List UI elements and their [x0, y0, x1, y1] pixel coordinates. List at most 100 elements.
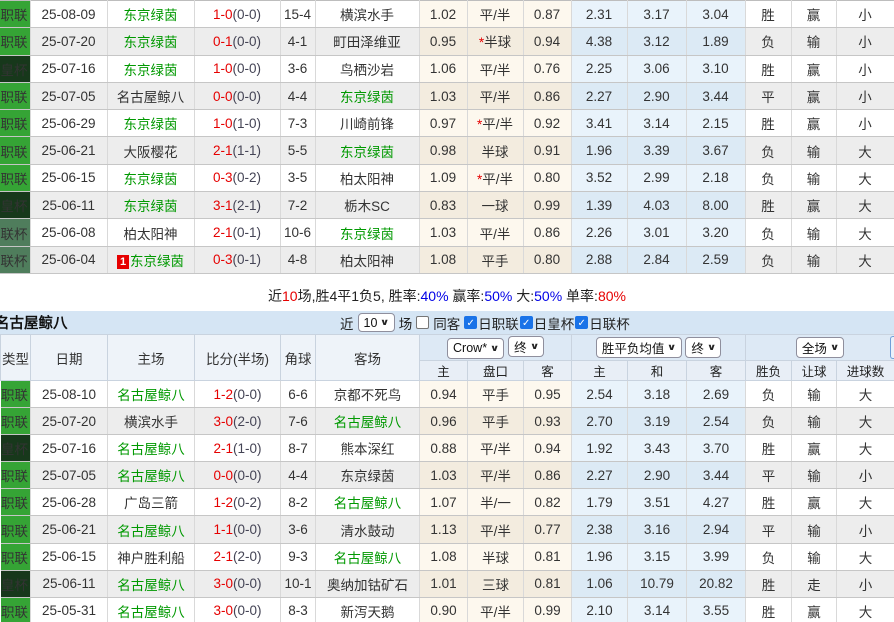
league-type-badge: 日职联	[0, 543, 31, 571]
away-team[interactable]: 东京绿茵	[315, 461, 420, 490]
summary-segment: 场,胜4平1负5, 胜率:	[297, 288, 421, 304]
summary-segment: 大:	[512, 288, 535, 304]
euro-home-odds: 2.38	[571, 515, 629, 544]
away-team[interactable]: 新泻天鹅	[315, 597, 420, 622]
euro-away-odds: 4.27	[686, 488, 747, 517]
league-type-badge: 日联杯	[0, 246, 31, 274]
team2-name: 名古屋鲸八	[0, 316, 68, 332]
chevron-down-icon: ∨	[667, 342, 677, 352]
home-team[interactable]: 广岛三箭	[107, 488, 195, 517]
result-handicap: 赢	[791, 109, 837, 138]
asian-final-select[interactable]: 终 ∨	[508, 336, 544, 358]
away-team[interactable]: 横滨水手	[315, 0, 420, 29]
euro-avg-select[interactable]: 胜平负均值 ∨	[595, 337, 682, 358]
asian-away-odds: 0.95	[523, 380, 573, 409]
euro-draw-odds: 3.39	[627, 136, 687, 165]
result-handicap: 赢	[791, 55, 837, 83]
euro-home-odds: 2.70	[571, 407, 629, 436]
euro-final-select[interactable]: 终 ∨	[685, 337, 722, 358]
away-team[interactable]: 熊本深红	[315, 434, 420, 463]
league-checkbox[interactable]: ✓	[575, 316, 589, 329]
home-team[interactable]: 东京绿茵	[107, 55, 195, 83]
score: 0-0(0-0)	[194, 82, 281, 111]
summary-segment: 10	[282, 288, 298, 304]
score: 3-0(0-0)	[194, 570, 281, 598]
euro-away-odds: 3.44	[686, 82, 746, 111]
away-team[interactable]: 名古屋鲸八	[315, 407, 420, 436]
result-goals: 大	[836, 136, 894, 165]
home-team[interactable]: 东京绿茵	[107, 27, 195, 56]
league-checkbox[interactable]: ✓	[464, 316, 478, 329]
corner-score: 4-8	[280, 246, 316, 274]
scope-select[interactable]: 全场 ∨	[795, 337, 845, 358]
result-goals: 大	[836, 543, 894, 571]
home-team[interactable]: 柏太阳神	[107, 218, 195, 247]
result-wdl: 平	[745, 461, 793, 490]
home-team[interactable]: 名古屋鲸八	[107, 570, 195, 598]
euro-home-odds: 2.25	[571, 55, 628, 83]
asian-handicap: 平手	[467, 246, 524, 274]
score: 1-1(0-0)	[194, 515, 281, 544]
home-team[interactable]: 大阪樱花	[107, 136, 195, 165]
league-filter: ✓ 日联杯	[575, 313, 630, 333]
away-team[interactable]: 京都不死鸟	[315, 380, 420, 409]
euro-away-odds: 3.10	[686, 55, 746, 83]
home-team[interactable]: 东京绿茵	[107, 191, 195, 220]
result-handicap: 赢	[791, 434, 838, 463]
away-team[interactable]: 东京绿茵	[315, 136, 420, 165]
match-row: 日职联25-06-15东京绿茵0-3(0-2)3-5柏太阳神1.09*平/半0.…	[0, 164, 894, 193]
away-team[interactable]: 柏太阳神	[315, 246, 420, 274]
score: 1-0(1-0)	[194, 109, 281, 138]
home-team[interactable]: 东京绿茵	[107, 164, 195, 193]
away-team[interactable]: 奥纳加钴矿石	[315, 570, 420, 598]
home-team[interactable]: 1 东京绿茵	[107, 246, 195, 274]
home-team[interactable]: 名古屋鲸八	[107, 461, 195, 490]
away-team[interactable]: 町田泽维亚	[315, 27, 420, 56]
league-checkbox[interactable]: ✓	[519, 316, 533, 329]
match-row: 日职联25-06-29东京绿茵1-0(1-0)7-3川崎前锋0.97*平/半0.…	[0, 109, 894, 138]
same-opponent-checkbox[interactable]	[416, 316, 430, 329]
away-team[interactable]: 清水鼓动	[315, 515, 420, 544]
home-team[interactable]: 东京绿茵	[107, 109, 195, 138]
home-team[interactable]: 东京绿茵	[107, 0, 195, 29]
euro-away-odds: 3.04	[686, 0, 746, 29]
home-team[interactable]: 名古屋鲸八	[107, 82, 195, 111]
home-team[interactable]: 名古屋鲸八	[107, 380, 195, 409]
away-team[interactable]: 名古屋鲸八	[315, 488, 420, 517]
corner-score: 8-3	[280, 597, 316, 622]
league-type-badge: 日职联	[0, 407, 31, 436]
result-goals: 小	[836, 55, 894, 83]
asian-away-odds: 0.81	[523, 543, 573, 571]
corner-score: 3-6	[280, 515, 316, 544]
home-team[interactable]: 神户胜利船	[107, 543, 195, 571]
away-team[interactable]: 川崎前锋	[315, 109, 420, 138]
asian-handicap: 平/半	[467, 515, 524, 544]
away-team[interactable]: 东京绿茵	[315, 82, 420, 111]
asian-home-odds: 0.98	[419, 136, 468, 165]
match-date: 25-06-11	[30, 570, 108, 598]
away-team[interactable]: 栃木SC	[315, 191, 420, 220]
euro-away-odds: 20.82	[686, 570, 747, 598]
asian-home-odds: 1.02	[419, 0, 468, 29]
bookmaker-select[interactable]: Crow* ∨	[447, 337, 505, 359]
home-team[interactable]: 名古屋鲸八	[107, 515, 195, 544]
league-type-badge: 日职联	[0, 597, 31, 622]
away-team[interactable]: 鸟栖沙岩	[315, 55, 420, 83]
euro-away-odds: 3.70	[686, 434, 747, 463]
euro-away-odds: 1.89	[686, 27, 746, 56]
away-team[interactable]: 名古屋鲸八	[315, 543, 420, 571]
home-team[interactable]: 名古屋鲸八	[107, 434, 195, 463]
away-team[interactable]: 柏太阳神	[315, 164, 420, 193]
home-team[interactable]: 横滨水手	[107, 407, 195, 436]
match-row: 日皇杯25-07-16东京绿茵1-0(0-0)3-6鸟栖沙岩1.06平/半0.7…	[0, 55, 894, 83]
result-group-header: 全场 ∨	[745, 334, 894, 361]
col-subheader-result-handicap: 让球	[791, 360, 838, 381]
euro-draw-odds: 3.15	[627, 543, 688, 571]
recent-count-select[interactable]: 10 ∨	[357, 313, 395, 332]
home-team[interactable]: 名古屋鲸八	[107, 597, 195, 622]
result-wdl: 胜	[745, 570, 793, 598]
away-team[interactable]: 东京绿茵	[315, 218, 420, 247]
result-goals: 小	[836, 27, 894, 56]
score: 0-1(0-0)	[194, 27, 281, 56]
scrollbar-thumb[interactable]	[890, 336, 894, 359]
